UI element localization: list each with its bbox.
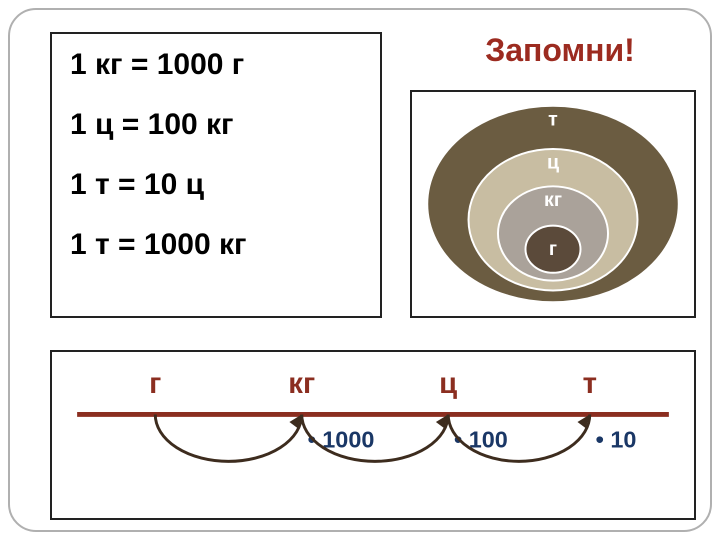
unit-ellipse-label: кг (544, 189, 562, 211)
unit-ellipse-label: т (548, 108, 558, 130)
number-line-svg: г кг ц т • 1000 • 100 • 10 (52, 352, 694, 518)
outer-frame: 1 кг = 1000 г 1 ц = 100 кг 1 т = 10 ц 1 … (8, 8, 712, 532)
conversion-line: 1 ц = 100 кг (70, 108, 380, 142)
remember-title: Запомни! (420, 32, 700, 69)
conversions-box: 1 кг = 1000 г 1 ц = 100 кг 1 т = 10 ц 1 … (50, 32, 382, 318)
nested-circles-box: тц кг г (410, 90, 696, 318)
conversion-value: • 1000 (308, 427, 375, 453)
number-line-label: т (583, 367, 597, 400)
number-line-box: г кг ц т • 1000 • 100 • 10 (50, 350, 696, 520)
unit-ellipse-label: г (549, 238, 557, 260)
conversion-line: 1 кг = 1000 г (70, 48, 380, 82)
conversion-arc (155, 414, 301, 461)
nested-circles-svg: тц кг г (412, 92, 694, 316)
conversion-value: • 10 (596, 427, 637, 453)
number-line-label: ц (439, 367, 457, 400)
unit-ellipse-label: ц (547, 152, 559, 174)
conversion-line: 1 т = 10 ц (70, 168, 380, 202)
number-line-label: г (149, 367, 161, 400)
number-line-label: кг (288, 367, 315, 400)
conversion-line: 1 т = 1000 кг (70, 228, 380, 262)
conversion-value: • 100 (454, 427, 508, 453)
